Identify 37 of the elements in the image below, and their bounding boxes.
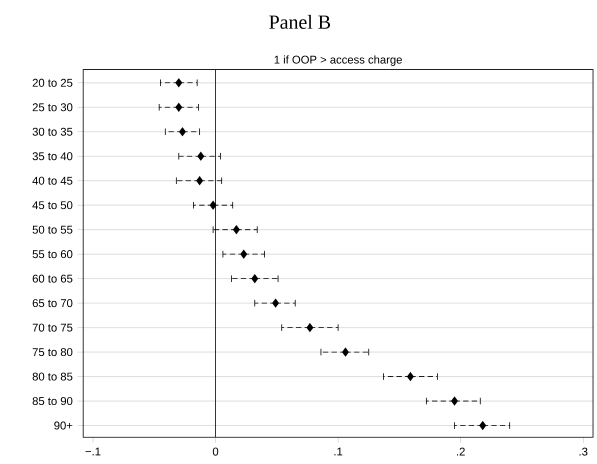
point <box>232 225 240 234</box>
point <box>175 102 182 112</box>
point <box>197 152 204 161</box>
point <box>306 323 314 332</box>
point <box>342 348 349 357</box>
point <box>210 200 217 210</box>
point <box>272 298 280 308</box>
y-tick-label: 40 to 45 <box>32 176 72 185</box>
y-tick-label: 80 to 85 <box>32 372 72 380</box>
x-tick-label: 0 <box>212 448 218 456</box>
y-tick-label: 30 to 35 <box>32 128 72 136</box>
point <box>406 372 414 382</box>
y-tick-label: 20 to 25 <box>32 78 72 87</box>
point <box>196 176 204 186</box>
point <box>479 420 486 430</box>
point <box>240 250 248 259</box>
chart-subtitle: 1 if OOP > access charge <box>274 55 402 66</box>
y-tick-label: 60 to 65 <box>32 274 72 283</box>
point <box>175 78 182 88</box>
point <box>251 274 258 284</box>
point <box>451 396 458 406</box>
point <box>179 127 186 136</box>
y-tick-label: 75 to 80 <box>32 348 72 356</box>
x-tick-label: .3 <box>580 448 588 456</box>
y-tick-label: 85 to 90 <box>32 397 72 405</box>
x-tick-label: .1 <box>334 448 342 456</box>
y-tick-label: 35 to 40 <box>32 152 72 160</box>
chart-title: Panel B <box>269 14 330 29</box>
x-tick-label: −.1 <box>86 448 100 456</box>
y-tick-label: 65 to 70 <box>32 299 72 308</box>
y-tick-label: 25 to 30 <box>32 103 72 112</box>
y-tick-label: 55 to 60 <box>32 250 72 258</box>
y-tick-label: 45 to 50 <box>32 201 72 210</box>
y-tick-label: 90+ <box>54 422 72 430</box>
y-tick-label: 70 to 75 <box>32 324 72 332</box>
y-tick-label: 50 to 55 <box>32 226 72 234</box>
x-tick-label: .2 <box>456 448 465 456</box>
